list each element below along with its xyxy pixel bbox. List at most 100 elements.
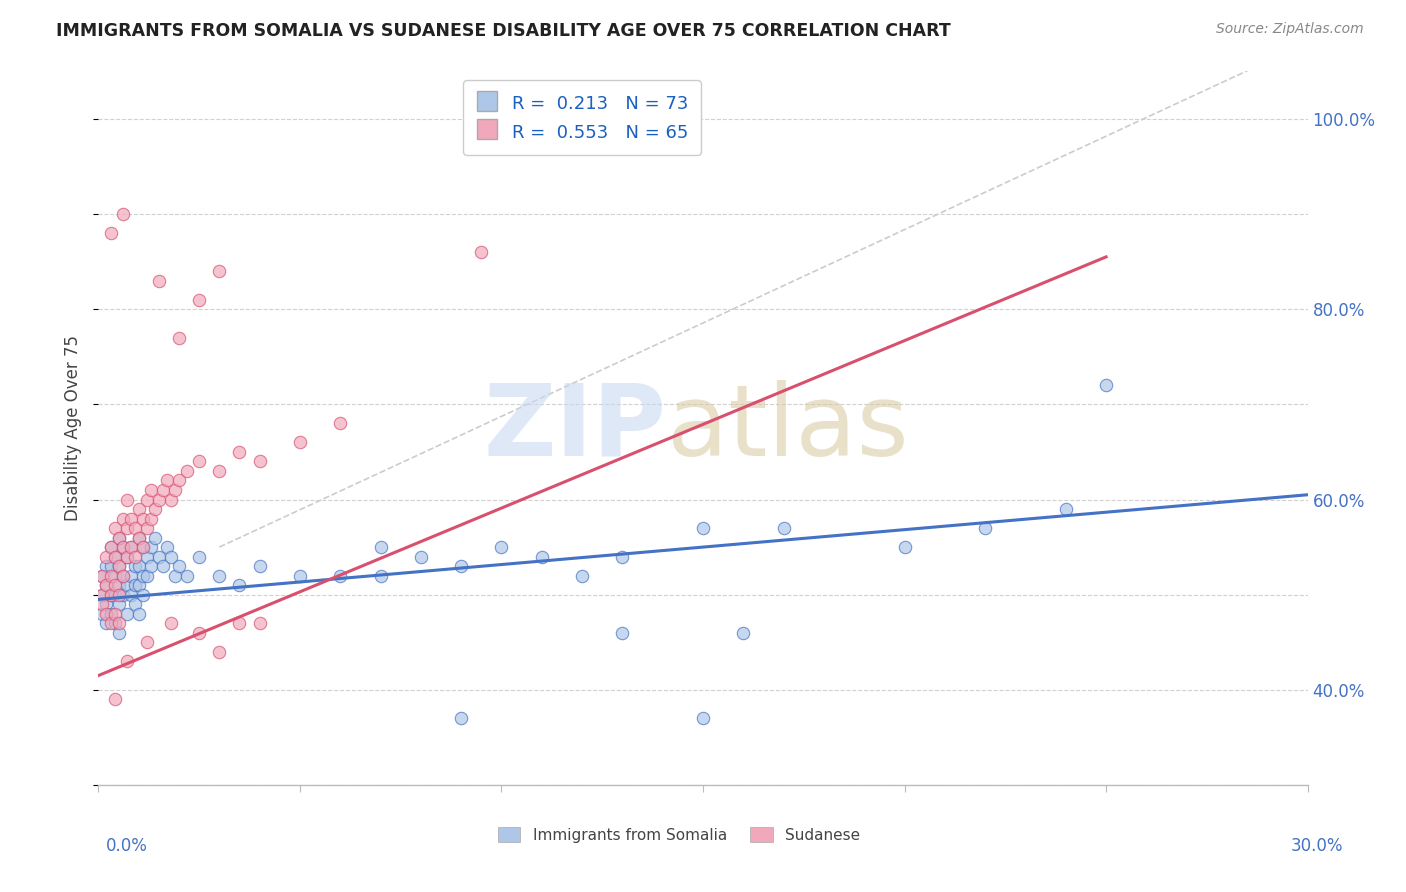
Point [329, 568, 352, 582]
Point [135, 521, 157, 535]
Point [96, 607, 118, 621]
Point [115, 654, 138, 668]
Point [103, 549, 125, 564]
Point [124, 549, 146, 564]
Point [450, 711, 472, 725]
Point [124, 597, 146, 611]
Point [96, 578, 118, 592]
Point [111, 588, 134, 602]
Point [139, 483, 162, 497]
Point [167, 474, 190, 488]
Point [107, 616, 129, 631]
Point [692, 711, 714, 725]
Point [733, 625, 755, 640]
Point [249, 616, 271, 631]
Point [120, 540, 142, 554]
Point [974, 521, 997, 535]
Y-axis label: Disability Age Over 75: Disability Age Over 75 [65, 335, 83, 521]
Point [132, 540, 155, 554]
Point [103, 521, 125, 535]
Point [692, 521, 714, 535]
Point [91, 588, 114, 602]
Point [107, 625, 129, 640]
Point [249, 454, 271, 468]
Text: 30.0%: 30.0% [1291, 837, 1343, 855]
Point [100, 616, 122, 631]
Point [228, 616, 250, 631]
Point [115, 549, 138, 564]
Point [208, 464, 231, 478]
Point [103, 549, 125, 564]
Point [228, 578, 250, 592]
Point [115, 578, 138, 592]
Point [115, 607, 138, 621]
Point [91, 568, 114, 582]
Point [612, 625, 634, 640]
Point [135, 568, 157, 582]
Point [96, 616, 118, 631]
Point [288, 435, 311, 450]
Point [115, 492, 138, 507]
Point [124, 578, 146, 592]
Point [139, 559, 162, 574]
Point [148, 274, 170, 288]
Point [107, 531, 129, 545]
Point [135, 492, 157, 507]
Point [115, 521, 138, 535]
Point [128, 531, 150, 545]
Point [128, 607, 150, 621]
Point [120, 568, 142, 582]
Point [107, 597, 129, 611]
Point [208, 264, 231, 278]
Point [103, 692, 125, 706]
Point [288, 568, 311, 582]
Point [103, 568, 125, 582]
Point [103, 607, 125, 621]
Point [160, 549, 183, 564]
Text: 0.0%: 0.0% [105, 837, 148, 855]
Point [160, 616, 183, 631]
Point [1054, 502, 1077, 516]
Point [96, 549, 118, 564]
Point [100, 540, 122, 554]
Point [156, 540, 179, 554]
Point [107, 531, 129, 545]
Text: ZIP: ZIP [484, 380, 666, 476]
Point [228, 445, 250, 459]
Text: Source: ZipAtlas.com: Source: ZipAtlas.com [1216, 22, 1364, 37]
Point [772, 521, 794, 535]
Point [370, 568, 392, 582]
Point [893, 540, 915, 554]
Point [100, 568, 122, 582]
Point [120, 511, 142, 525]
Point [96, 597, 118, 611]
Point [143, 531, 166, 545]
Point [208, 568, 231, 582]
Point [370, 540, 392, 554]
Point [148, 492, 170, 507]
Point [530, 549, 553, 564]
Text: IMMIGRANTS FROM SOMALIA VS SUDANESE DISABILITY AGE OVER 75 CORRELATION CHART: IMMIGRANTS FROM SOMALIA VS SUDANESE DISA… [56, 22, 950, 40]
Point [139, 540, 162, 554]
Point [188, 293, 211, 307]
Point [124, 559, 146, 574]
Point [111, 540, 134, 554]
Point [152, 559, 174, 574]
Point [103, 588, 125, 602]
Point [167, 559, 190, 574]
Point [100, 588, 122, 602]
Point [96, 578, 118, 592]
Point [135, 549, 157, 564]
Point [115, 549, 138, 564]
Point [612, 549, 634, 564]
Point [491, 540, 513, 554]
Point [111, 568, 134, 582]
Point [249, 559, 271, 574]
Point [128, 502, 150, 516]
Point [128, 578, 150, 592]
Point [128, 559, 150, 574]
Point [571, 568, 593, 582]
Point [91, 607, 114, 621]
Point [107, 588, 129, 602]
Point [188, 625, 211, 640]
